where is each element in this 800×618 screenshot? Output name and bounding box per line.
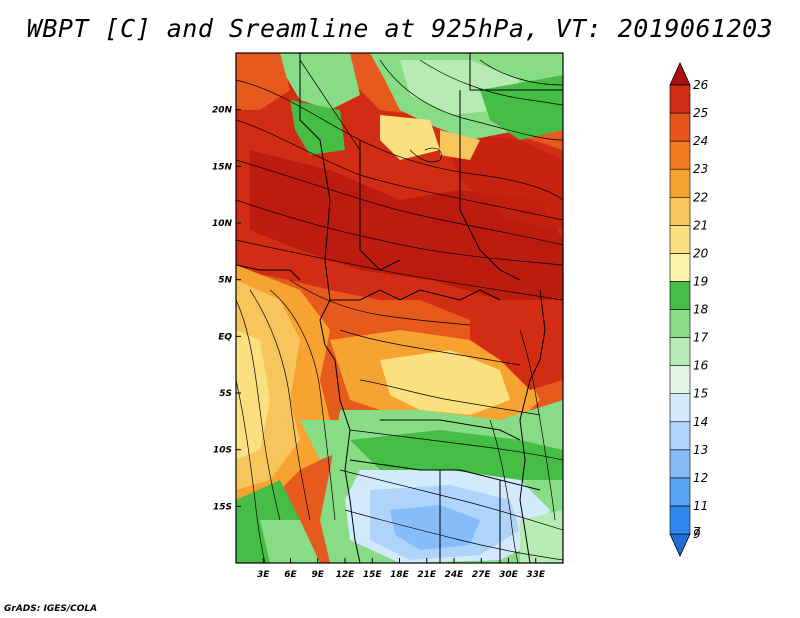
lat-tick-label: 10N xyxy=(212,219,233,229)
lon-tick-label: 24E xyxy=(445,570,465,580)
colorbar-label: 11 xyxy=(693,499,708,513)
field-nw-orange xyxy=(236,53,290,110)
wbpt-field xyxy=(236,53,563,563)
streamlines xyxy=(236,59,563,563)
colorbar-swatch xyxy=(669,449,691,479)
footer-credit: GrADS: IGES/COLA xyxy=(4,604,98,614)
lat-tick-label: 5S xyxy=(219,389,232,399)
lon-tick-label: 12E xyxy=(336,570,356,580)
colorbar-label: 21 xyxy=(693,218,708,232)
lon-tick-label: 3E xyxy=(257,570,270,580)
colorbar-label: 7 xyxy=(693,525,701,539)
colorbar-label: 24 xyxy=(693,134,708,148)
lon-tick-label: 27E xyxy=(472,570,492,580)
colorbar-swatch xyxy=(669,337,691,366)
colorbar-low-arrow xyxy=(669,533,691,557)
lat-tick-label: EQ xyxy=(218,332,232,342)
colorbar-label: 23 xyxy=(693,162,708,176)
lat-tick-label: 15N xyxy=(212,162,233,172)
lon-tick-label: 9E xyxy=(312,570,325,580)
colorbar-label: 20 xyxy=(693,246,709,260)
field-congo-yellow xyxy=(380,350,510,415)
colorbar-swatch xyxy=(669,365,691,394)
colorbar-swatch xyxy=(669,168,691,198)
colorbar-label: 18 xyxy=(693,303,709,317)
field-south-darkblue xyxy=(390,505,480,550)
colorbar-swatch xyxy=(669,253,691,282)
colorbar-swatch xyxy=(669,309,691,338)
lat-tick-label: 15S xyxy=(213,502,232,512)
colorbar-label: 16 xyxy=(693,359,709,373)
colorbar-label: 13 xyxy=(693,443,708,457)
lon-tick-label: 33E xyxy=(526,570,546,580)
field-se-lightgreen xyxy=(520,510,563,563)
colorbar-swatch xyxy=(669,281,691,310)
colorbar-swatch xyxy=(669,225,691,254)
map-title: WBPT [C] and Sreamline at 925hPa, VT: 20… xyxy=(26,14,774,43)
lat-tick-label: 20N xyxy=(212,106,233,116)
lon-tick-label: 21E xyxy=(417,570,437,580)
colorbar-label: 19 xyxy=(693,274,708,288)
colorbar-label: 17 xyxy=(693,331,709,345)
colorbar-label: 14 xyxy=(693,415,708,429)
field-north-yellow xyxy=(380,115,440,160)
field-lakes-red xyxy=(470,300,563,390)
colorbar-high-arrow xyxy=(669,62,691,86)
field-north-green2 xyxy=(290,100,345,155)
colorbar-swatch xyxy=(669,112,691,142)
lon-tick-label: 15E xyxy=(363,570,383,580)
colorbar-label: 12 xyxy=(693,471,708,485)
colorbar-swatch xyxy=(669,421,691,451)
colorbar-swatch xyxy=(669,140,691,170)
lon-tick-label: 18E xyxy=(390,570,410,580)
field-sahara-darkgreen xyxy=(480,75,563,140)
colorbar-label: 26 xyxy=(693,78,709,92)
colorbar-swatch xyxy=(669,393,691,423)
lon-tick-label: 6E xyxy=(284,570,297,580)
colorbar-label: 9 xyxy=(693,527,701,541)
colorbar-label: 25 xyxy=(693,106,708,120)
colorbar-swatch xyxy=(669,84,691,114)
colorbar-swatch xyxy=(669,196,691,226)
colorbar-swatch xyxy=(669,477,691,507)
field-sw-lightgreen xyxy=(260,520,320,563)
lon-tick-label: 30E xyxy=(499,570,519,580)
colorbar-label: 22 xyxy=(693,190,708,204)
country-borders xyxy=(236,53,563,563)
map-axes: 3E 6E 9E 12E 15E 18E 21E 24E 27E 30E 33E 20N 15N 10N 5… xyxy=(212,106,546,580)
field-angola-green xyxy=(300,420,345,460)
colorbar-label: 15 xyxy=(693,387,708,401)
colorbar-swatch xyxy=(669,505,691,535)
lat-tick-label: 10S xyxy=(213,446,232,456)
colorbar: 79 11 12 13 14 15 16 17 18 19 20 21 22 23 24 25 26 xyxy=(669,62,709,557)
lat-tick-label: 5N xyxy=(218,276,232,286)
